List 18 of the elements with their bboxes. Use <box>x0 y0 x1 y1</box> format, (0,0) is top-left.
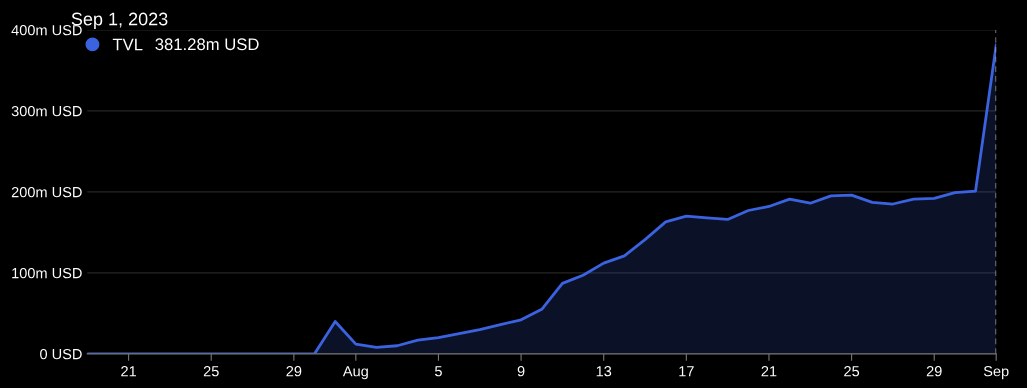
x-tick-label: 25 <box>844 366 860 377</box>
x-tick-label: 29 <box>926 366 942 377</box>
y-tick-label: 100m USD <box>12 267 82 279</box>
x-tick-label: 29 <box>286 366 302 377</box>
x-tick-label: Sep <box>983 366 1009 380</box>
y-tick-label: 0 USD <box>40 348 82 360</box>
x-tick-label: Aug <box>342 366 368 380</box>
x-tick-label: 25 <box>203 366 219 377</box>
annotation: 381.28m USD <box>155 38 259 51</box>
y-tick-label: 200m USD <box>11 186 82 198</box>
x-tick-label: 13 <box>596 366 612 377</box>
x-tick-label: 21 <box>761 366 777 377</box>
x-tick-label: 21 <box>121 366 137 377</box>
x-tick-label: 17 <box>679 366 694 377</box>
x-tick-label: 5 <box>434 366 442 377</box>
legend-label: TVL <box>112 38 143 51</box>
x-tick-label: 9 <box>517 366 525 377</box>
y-tick-label: 300m USD <box>11 105 82 117</box>
